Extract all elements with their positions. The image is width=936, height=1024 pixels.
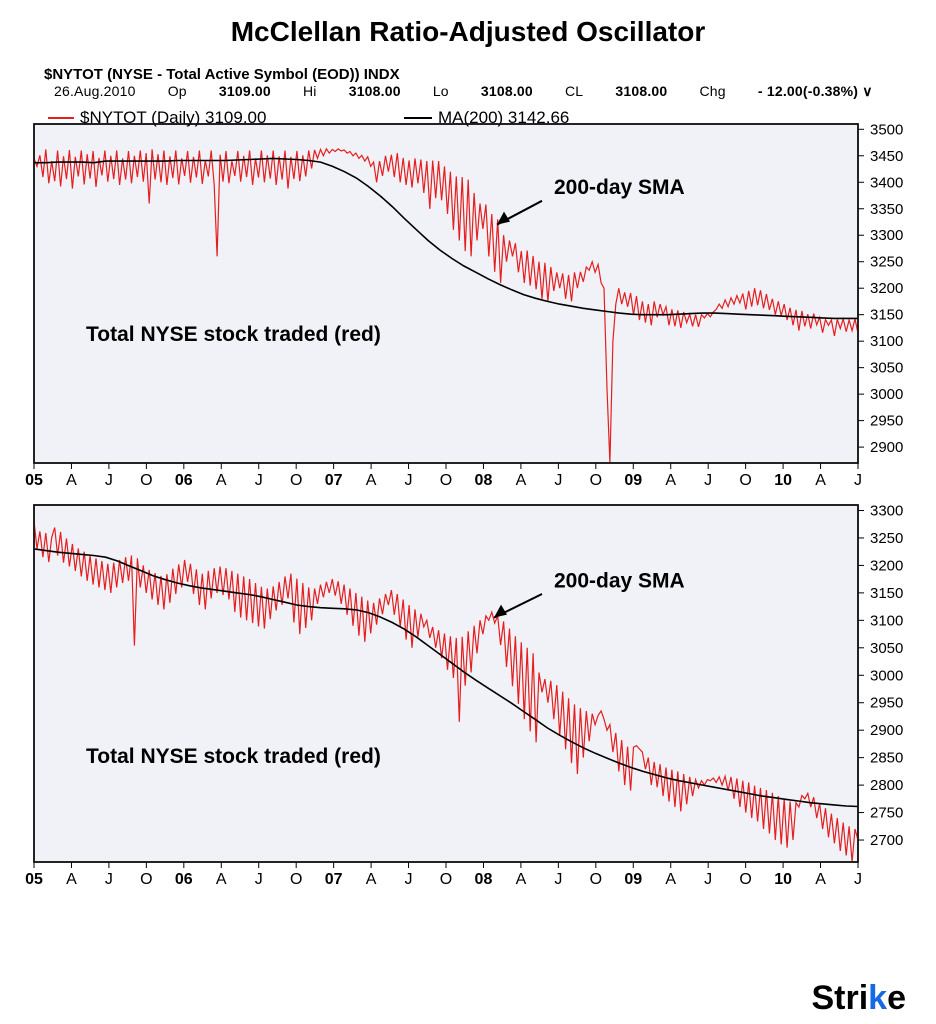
y-tick: 3100 bbox=[870, 333, 903, 350]
y-tick: 2800 bbox=[870, 777, 903, 794]
high-value: Hi 3108.00 bbox=[303, 83, 401, 99]
x-tick: 10 bbox=[774, 871, 792, 888]
ohlc-info-line: 26.Aug.2010 Op 3109.00 Hi 3108.00 Lo 310… bbox=[54, 83, 922, 100]
y-tick: 3050 bbox=[870, 360, 903, 377]
x-tick: J bbox=[405, 472, 413, 489]
open-value: Op 3109.00 bbox=[168, 83, 271, 99]
y-tick: 2700 bbox=[870, 832, 903, 849]
symbol-info-line: $NYTOT (NYSE - Total Active Symbol (EOD)… bbox=[44, 66, 922, 83]
close-value: CL 3108.00 bbox=[565, 83, 667, 99]
y-tick: 3050 bbox=[870, 640, 903, 657]
y-tick: 3150 bbox=[870, 307, 903, 324]
x-tick: J bbox=[255, 472, 263, 489]
x-tick: A bbox=[216, 871, 227, 888]
x-tick: A bbox=[815, 871, 826, 888]
x-tick: 05 bbox=[25, 871, 43, 888]
series-annotation: Total NYSE stock traded (red) bbox=[86, 745, 381, 768]
x-tick: 05 bbox=[25, 472, 43, 489]
x-tick: 09 bbox=[624, 871, 642, 888]
y-tick: 3200 bbox=[870, 557, 903, 574]
y-tick: 3200 bbox=[870, 280, 903, 297]
x-tick: J bbox=[105, 472, 113, 489]
y-tick: 3300 bbox=[870, 227, 903, 244]
low-value: Lo 3108.00 bbox=[433, 83, 533, 99]
x-tick: O bbox=[140, 472, 152, 489]
x-tick: O bbox=[739, 871, 751, 888]
x-tick: 08 bbox=[475, 871, 493, 888]
y-tick: 2850 bbox=[870, 750, 903, 767]
y-tick: 3450 bbox=[870, 148, 903, 165]
y-tick: 3300 bbox=[870, 502, 903, 519]
x-tick: O bbox=[140, 871, 152, 888]
x-tick: A bbox=[516, 472, 527, 489]
x-tick: A bbox=[815, 472, 826, 489]
x-tick: A bbox=[66, 472, 77, 489]
y-tick: 2900 bbox=[870, 439, 903, 456]
x-tick: 08 bbox=[475, 472, 493, 489]
series-annotation: Total NYSE stock traded (red) bbox=[86, 323, 381, 346]
x-tick: J bbox=[554, 871, 562, 888]
date-label: 26.Aug.2010 bbox=[54, 83, 136, 99]
x-tick: 07 bbox=[325, 871, 343, 888]
y-tick: 3350 bbox=[870, 201, 903, 218]
x-tick: O bbox=[440, 472, 452, 489]
x-tick: O bbox=[739, 472, 751, 489]
chart-top: 2900 2950 3000 3050 3100 3150 3200 3250 3300 3350… bbox=[14, 100, 922, 495]
x-tick: 07 bbox=[325, 472, 343, 489]
x-tick: 10 bbox=[774, 472, 792, 489]
x-tick: 06 bbox=[175, 871, 193, 888]
x-tick: O bbox=[590, 472, 602, 489]
y-tick: 2950 bbox=[870, 413, 903, 430]
y-tick: 2900 bbox=[870, 722, 903, 739]
x-tick: J bbox=[704, 871, 712, 888]
x-tick: J bbox=[854, 472, 862, 489]
x-tick: O bbox=[440, 871, 452, 888]
x-tick: O bbox=[590, 871, 602, 888]
x-tick: J bbox=[405, 871, 413, 888]
x-tick: J bbox=[704, 472, 712, 489]
sma-annotation: 200-day SMA bbox=[554, 176, 685, 199]
change-value: Chg - 12.00(-0.38%) ∨ bbox=[700, 83, 873, 100]
y-tick: 3250 bbox=[870, 254, 903, 271]
y-tick: 2750 bbox=[870, 805, 903, 822]
x-tick: A bbox=[66, 871, 77, 888]
strike-logo: Strike bbox=[811, 979, 906, 1018]
x-tick: A bbox=[665, 472, 676, 489]
x-tick: J bbox=[255, 871, 263, 888]
y-tick: 3250 bbox=[870, 530, 903, 547]
page-title: McClellan Ratio-Adjusted Oscillator bbox=[14, 16, 922, 48]
y-tick: 3000 bbox=[870, 386, 903, 403]
x-tick: A bbox=[516, 871, 527, 888]
x-tick: 06 bbox=[175, 472, 193, 489]
x-tick: A bbox=[366, 871, 377, 888]
y-tick: 3150 bbox=[870, 585, 903, 602]
x-tick: J bbox=[554, 472, 562, 489]
chart-bottom: 2700 2750 2800 2850 2900 2950 3000 3050 3100 3150… bbox=[14, 499, 922, 894]
x-tick: A bbox=[216, 472, 227, 489]
x-tick: A bbox=[665, 871, 676, 888]
x-tick: O bbox=[290, 871, 302, 888]
x-tick: J bbox=[854, 871, 862, 888]
y-tick: 3100 bbox=[870, 612, 903, 629]
y-tick: 2950 bbox=[870, 695, 903, 712]
y-tick: 3000 bbox=[870, 667, 903, 684]
x-tick: O bbox=[290, 472, 302, 489]
x-tick: A bbox=[366, 472, 377, 489]
x-tick: 09 bbox=[624, 472, 642, 489]
y-tick: 3400 bbox=[870, 174, 903, 191]
x-tick: J bbox=[105, 871, 113, 888]
y-tick: 3500 bbox=[870, 121, 903, 138]
sma-annotation: 200-day SMA bbox=[554, 569, 685, 592]
